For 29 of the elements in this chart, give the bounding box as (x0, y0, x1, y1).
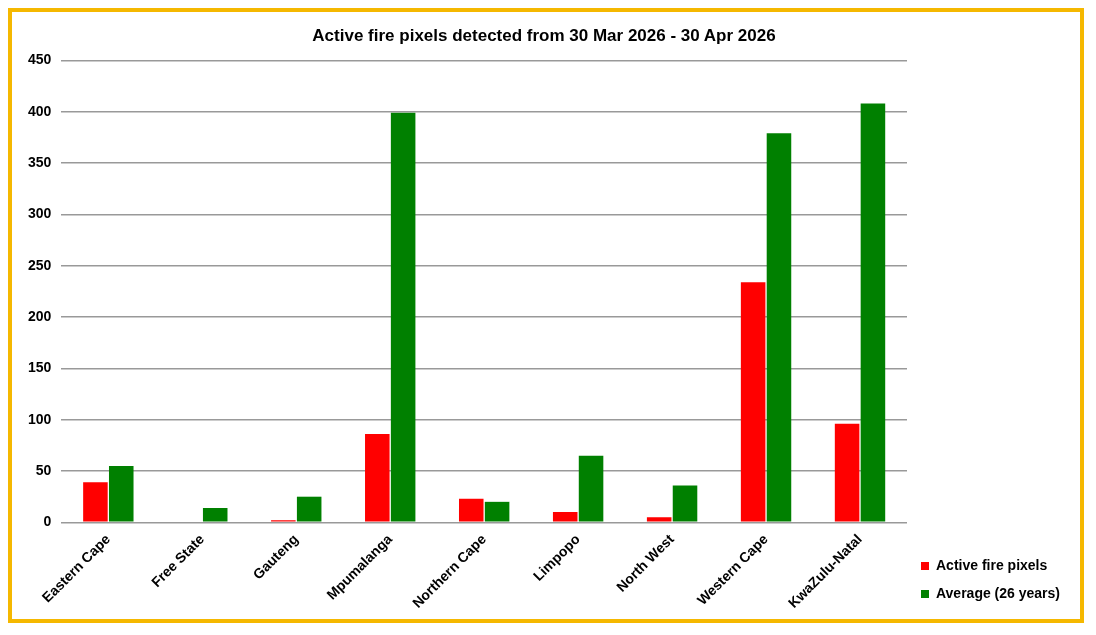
y-tick-label: 250 (28, 256, 52, 273)
bar (390, 112, 416, 522)
bar (860, 103, 886, 522)
y-tick-label: 50 (35, 461, 52, 478)
bar (834, 423, 860, 522)
bar (108, 465, 134, 522)
legend-label: Average (26 years) (936, 584, 1061, 601)
y-tick-label: 400 (28, 102, 52, 119)
y-tick-label: 150 (28, 359, 52, 376)
bar (740, 282, 766, 522)
bar (458, 498, 484, 522)
bar (578, 455, 604, 522)
y-tick-label: 0 (43, 513, 52, 530)
bar (296, 496, 322, 522)
bar (646, 517, 672, 522)
bar (672, 485, 698, 522)
y-tick-label: 100 (28, 410, 52, 427)
bar (552, 512, 578, 522)
chart-title: Active fire pixels detected from 30 Mar 2026 - 30 Apr 2026 (312, 25, 776, 45)
y-tick-label: 300 (28, 205, 52, 222)
y-tick-label: 450 (28, 51, 52, 68)
bar (365, 434, 390, 522)
bar (484, 501, 510, 522)
bar (83, 482, 108, 522)
y-tick-label: 200 (28, 307, 52, 324)
bar (766, 133, 792, 522)
y-tick-label: 350 (28, 153, 52, 170)
bar (202, 507, 228, 522)
legend-label: Active fire pixels (936, 556, 1048, 573)
